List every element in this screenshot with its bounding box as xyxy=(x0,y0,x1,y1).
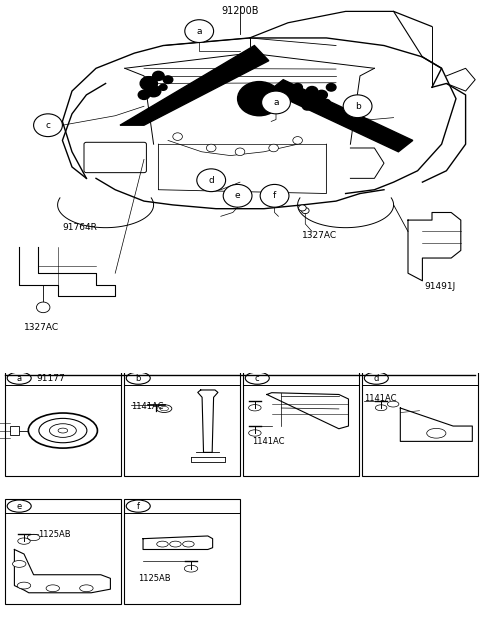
Circle shape xyxy=(299,205,306,211)
Text: 1141AC: 1141AC xyxy=(131,402,164,411)
Circle shape xyxy=(293,83,302,91)
Text: c: c xyxy=(255,374,260,383)
Circle shape xyxy=(235,148,245,155)
Text: c: c xyxy=(46,121,50,130)
Text: f: f xyxy=(137,502,140,511)
Circle shape xyxy=(159,85,167,90)
Circle shape xyxy=(281,85,295,97)
Circle shape xyxy=(269,144,278,152)
Text: 1125AB: 1125AB xyxy=(38,529,71,539)
Circle shape xyxy=(58,428,68,433)
Circle shape xyxy=(223,184,252,207)
Circle shape xyxy=(7,500,31,512)
Circle shape xyxy=(323,99,330,106)
Circle shape xyxy=(306,86,318,96)
Circle shape xyxy=(126,500,150,512)
Text: a: a xyxy=(273,98,279,107)
Circle shape xyxy=(326,83,336,91)
Text: 91764R: 91764R xyxy=(62,223,97,232)
Bar xyxy=(124,371,240,476)
Bar xyxy=(243,371,359,476)
Circle shape xyxy=(163,76,173,83)
Circle shape xyxy=(343,95,372,118)
Text: a: a xyxy=(196,27,202,36)
Text: 1141AC: 1141AC xyxy=(364,394,397,404)
Text: b: b xyxy=(355,102,360,110)
Text: 91491J: 91491J xyxy=(425,282,456,291)
Circle shape xyxy=(301,207,309,213)
Circle shape xyxy=(17,582,31,589)
Circle shape xyxy=(206,144,216,152)
Circle shape xyxy=(245,372,269,384)
Circle shape xyxy=(138,90,150,99)
Circle shape xyxy=(185,20,214,43)
Text: 91200B: 91200B xyxy=(221,6,259,15)
Circle shape xyxy=(260,184,289,207)
Circle shape xyxy=(293,136,302,144)
Circle shape xyxy=(156,541,168,547)
Circle shape xyxy=(46,585,60,592)
FancyBboxPatch shape xyxy=(84,143,146,173)
Circle shape xyxy=(146,85,161,97)
Bar xyxy=(124,499,240,603)
Text: 91177: 91177 xyxy=(36,374,65,383)
Circle shape xyxy=(364,372,388,384)
Text: 1125AB: 1125AB xyxy=(138,574,171,583)
Polygon shape xyxy=(269,80,413,152)
Circle shape xyxy=(197,169,226,192)
Circle shape xyxy=(173,133,182,141)
Circle shape xyxy=(160,407,168,411)
Text: d: d xyxy=(373,374,379,383)
Text: 1327AC: 1327AC xyxy=(24,323,59,331)
Bar xyxy=(10,426,19,435)
Circle shape xyxy=(182,541,194,547)
Text: 1327AC: 1327AC xyxy=(302,231,337,240)
Polygon shape xyxy=(120,46,269,125)
Circle shape xyxy=(302,102,312,110)
Circle shape xyxy=(36,302,50,313)
Circle shape xyxy=(170,541,181,547)
Circle shape xyxy=(7,372,31,384)
Circle shape xyxy=(126,372,150,384)
Circle shape xyxy=(80,585,93,592)
Circle shape xyxy=(34,114,62,136)
Text: d: d xyxy=(208,176,214,184)
Text: e: e xyxy=(235,191,240,201)
Text: b: b xyxy=(135,374,141,383)
Text: f: f xyxy=(273,191,276,201)
Bar xyxy=(362,371,478,476)
Circle shape xyxy=(153,72,164,80)
Text: 1141AC: 1141AC xyxy=(252,437,285,446)
Bar xyxy=(5,499,121,603)
Bar xyxy=(5,371,121,476)
Text: a: a xyxy=(17,374,22,383)
Circle shape xyxy=(316,90,327,99)
Circle shape xyxy=(140,77,157,90)
Circle shape xyxy=(298,95,307,102)
Text: e: e xyxy=(17,502,22,511)
Circle shape xyxy=(238,81,281,116)
Circle shape xyxy=(12,560,26,567)
Circle shape xyxy=(262,91,290,114)
